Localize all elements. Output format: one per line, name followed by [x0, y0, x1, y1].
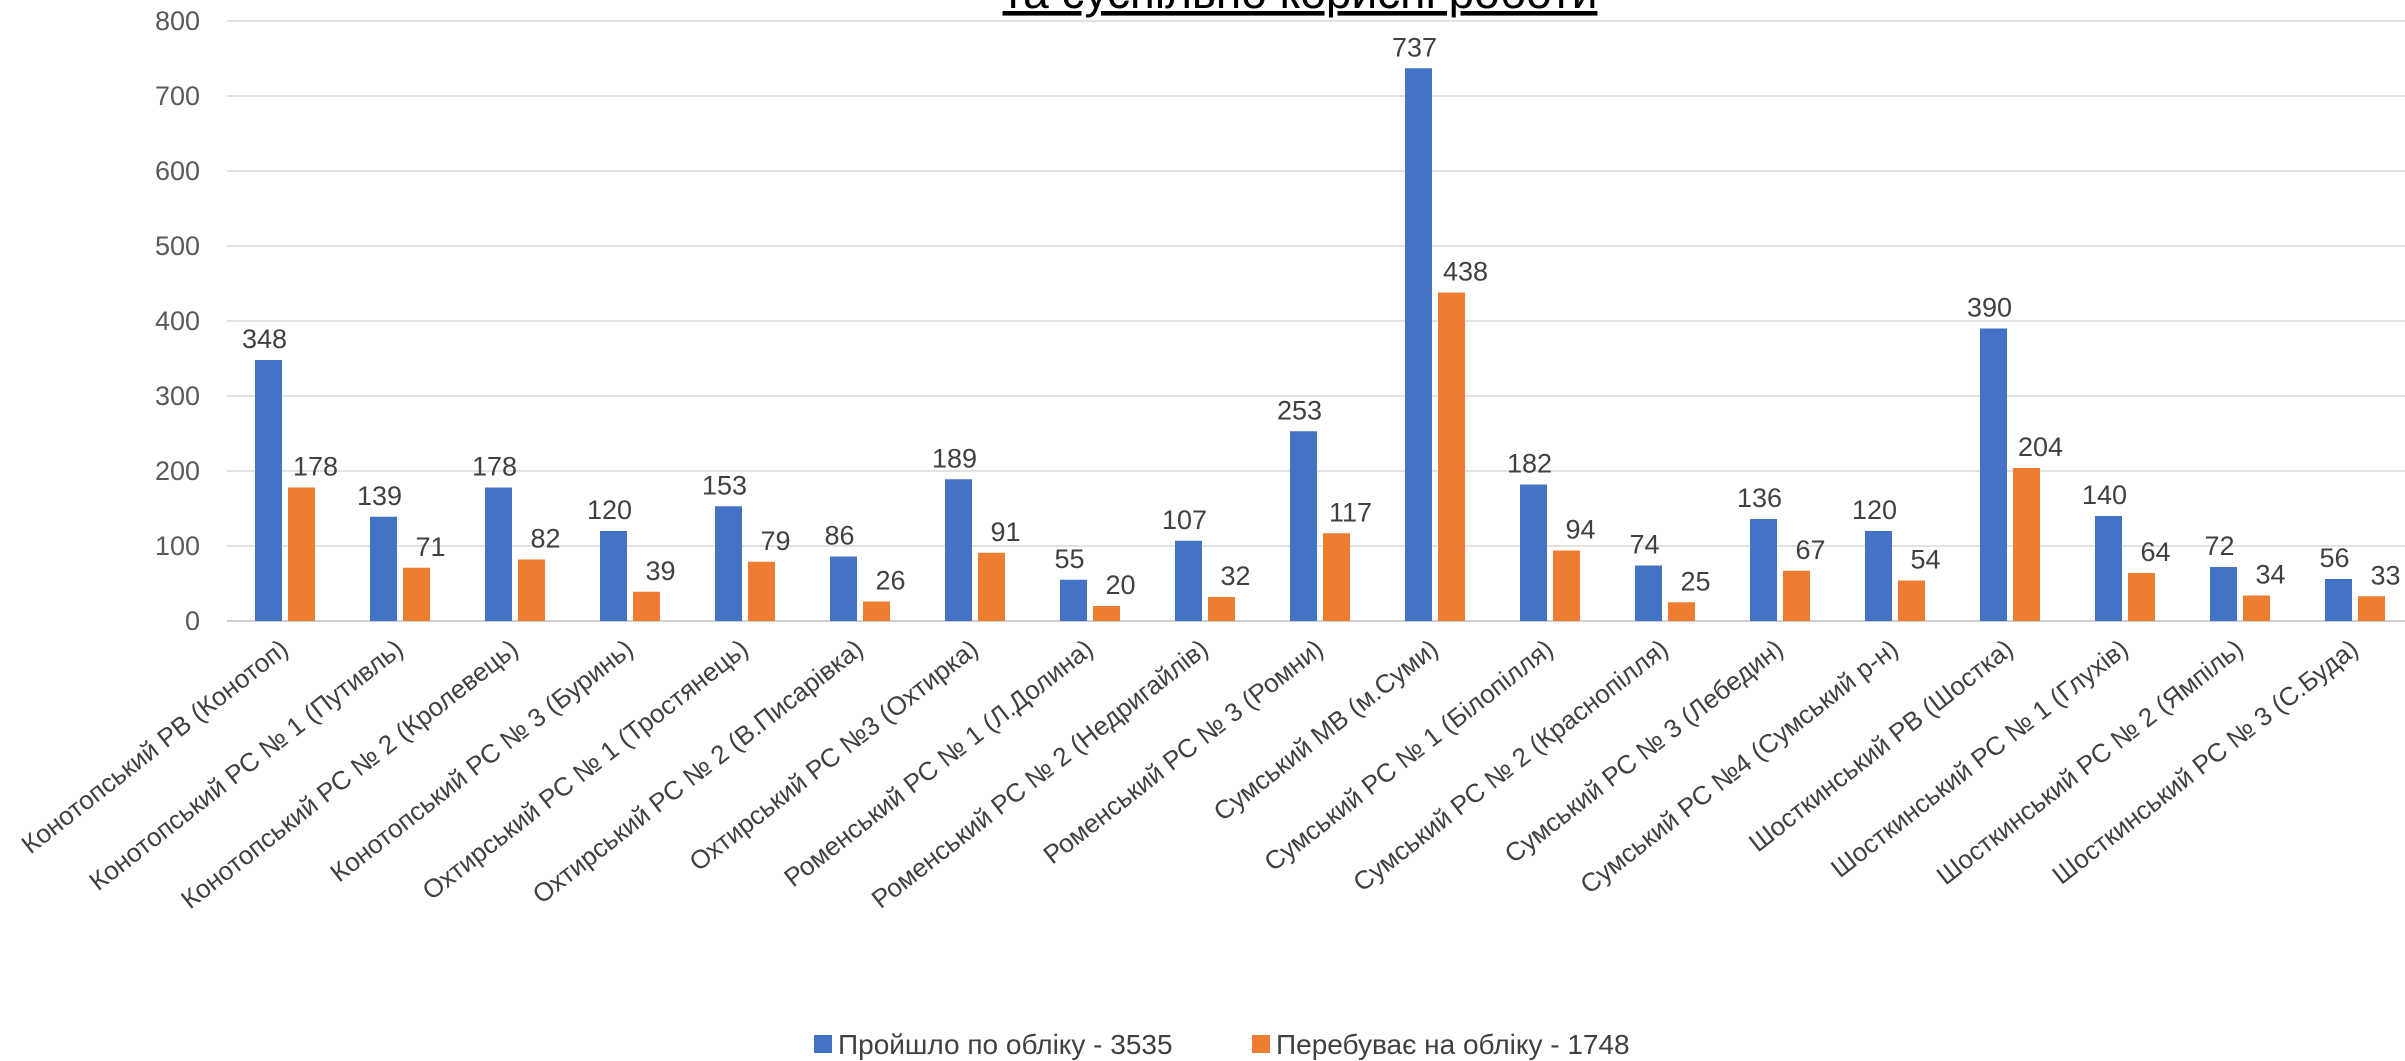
bar-series1-13	[1783, 570, 1810, 621]
y-tick-label: 600	[155, 156, 200, 186]
data-label-series1-14: 54	[1910, 545, 1940, 575]
bar-series0-2	[485, 487, 512, 621]
bar-series1-3	[633, 591, 660, 621]
data-label-series0-11: 182	[1507, 449, 1552, 479]
data-label-series0-12: 74	[1629, 530, 1659, 560]
bar-series0-1	[370, 516, 397, 621]
bar-series1-9	[1323, 533, 1350, 621]
y-tick-label: 700	[155, 81, 200, 111]
data-label-series1-11: 94	[1565, 515, 1595, 545]
y-tick-label: 800	[155, 6, 200, 36]
bar-series1-12	[1668, 602, 1695, 621]
bar-series0-3	[600, 531, 627, 621]
bar-series0-16	[2095, 516, 2122, 621]
data-label-series0-5: 86	[824, 521, 854, 551]
bar-series0-14	[1865, 531, 1892, 621]
data-label-series0-14: 120	[1852, 495, 1897, 525]
bar-series1-2	[518, 559, 545, 621]
data-label-series1-13: 67	[1795, 535, 1825, 565]
data-label-series1-7: 20	[1105, 570, 1135, 600]
y-tick-label: 400	[155, 306, 200, 336]
bar-series0-13	[1750, 519, 1777, 621]
bar-series0-8	[1175, 540, 1202, 621]
chart-title: та суспільно корисні роботи	[1003, 0, 1598, 18]
data-label-series0-8: 107	[1162, 505, 1207, 535]
data-label-series0-10: 737	[1392, 32, 1437, 62]
data-label-series1-18: 33	[2370, 560, 2400, 590]
bar-series1-6	[978, 552, 1005, 621]
bar-series1-11	[1553, 550, 1580, 621]
bar-series0-15	[1980, 328, 2007, 621]
bar-series1-5	[863, 601, 890, 621]
data-label-series1-12: 25	[1680, 566, 1710, 596]
bar-series0-9	[1290, 431, 1317, 621]
data-label-series0-0: 348	[242, 324, 287, 354]
legend: Пройшло по обліку - 3535 Перебуває на об…	[814, 1029, 1630, 1060]
data-label-series1-0: 178	[293, 452, 338, 482]
data-label-series0-6: 189	[932, 443, 977, 473]
bar-series0-18	[2325, 579, 2352, 621]
bar-series1-7	[1093, 606, 1120, 621]
bar-series0-10	[1405, 68, 1432, 621]
data-label-series1-10: 438	[1443, 257, 1488, 287]
data-label-series0-18: 56	[2319, 543, 2349, 573]
y-tick-label: 0	[185, 606, 200, 636]
data-label-series0-3: 120	[587, 495, 632, 525]
bar-series0-11	[1520, 484, 1547, 621]
y-tick-label: 200	[155, 456, 200, 486]
data-label-series1-9: 117	[1329, 497, 1372, 527]
bar-series0-4	[715, 506, 742, 621]
data-label-series1-6: 91	[990, 517, 1020, 547]
bar-series1-4	[748, 561, 775, 621]
legend-swatch-registered	[1252, 1035, 1270, 1053]
data-label-series0-7: 55	[1054, 544, 1084, 574]
bars	[255, 68, 2385, 621]
bar-series1-17	[2243, 595, 2270, 621]
bar-series0-5	[830, 556, 857, 621]
data-label-series0-13: 136	[1737, 483, 1782, 513]
data-label-series1-1: 71	[415, 532, 445, 562]
y-axis-ticks: 0 100 200 300 400 500 600 700 800	[155, 6, 200, 636]
legend-swatch-passed	[814, 1035, 832, 1053]
data-label-series1-2: 82	[530, 524, 560, 554]
data-label-series1-3: 39	[645, 556, 675, 586]
y-tick-label: 300	[155, 381, 200, 411]
data-label-series0-17: 72	[2204, 531, 2234, 561]
bar-series0-7	[1060, 579, 1087, 621]
data-label-series1-5: 26	[875, 566, 905, 596]
bar-series1-10	[1438, 292, 1465, 621]
bar-series0-17	[2210, 567, 2237, 621]
y-tick-label: 100	[155, 531, 200, 561]
bar-series0-12	[1635, 565, 1662, 621]
data-label-series0-4: 153	[702, 470, 747, 500]
data-label-series1-4: 79	[760, 526, 790, 556]
bar-series1-18	[2358, 596, 2385, 621]
bar-series1-14	[1898, 580, 1925, 621]
gridlines	[227, 20, 2405, 622]
bar-series1-15	[2013, 468, 2040, 621]
data-label-series0-15: 390	[1967, 293, 2012, 323]
bar-series0-0	[255, 360, 282, 621]
bar-series1-8	[1208, 597, 1235, 621]
data-labels: 348 139 178 120 153 86 189 55 107 253 737 182 74 136 1…	[242, 32, 2401, 600]
data-label-series1-16: 64	[2140, 537, 2170, 567]
x-category-label: Сумський МВ (м.Суми)	[1208, 633, 1444, 827]
bar-series0-6	[945, 479, 972, 621]
bar-series1-16	[2128, 573, 2155, 621]
data-label-series0-2: 178	[472, 452, 517, 482]
data-label-series0-1: 139	[357, 481, 402, 511]
y-tick-label: 500	[155, 231, 200, 261]
bar-series1-1	[403, 567, 430, 621]
x-axis-categories: Конотопський РВ (Конотоп)Конотопський РС…	[16, 633, 2364, 915]
data-label-series1-17: 34	[2255, 560, 2285, 590]
data-label-series0-16: 140	[2082, 480, 2127, 510]
legend-label-passed: Пройшло по обліку - 3535	[838, 1029, 1173, 1060]
data-label-series1-15: 204	[2018, 432, 2063, 462]
bar-series1-0	[288, 487, 315, 621]
data-label-series1-8: 32	[1220, 561, 1250, 591]
data-label-series0-9: 253	[1277, 395, 1322, 425]
legend-label-registered: Перебуває на обліку - 1748	[1276, 1029, 1630, 1060]
